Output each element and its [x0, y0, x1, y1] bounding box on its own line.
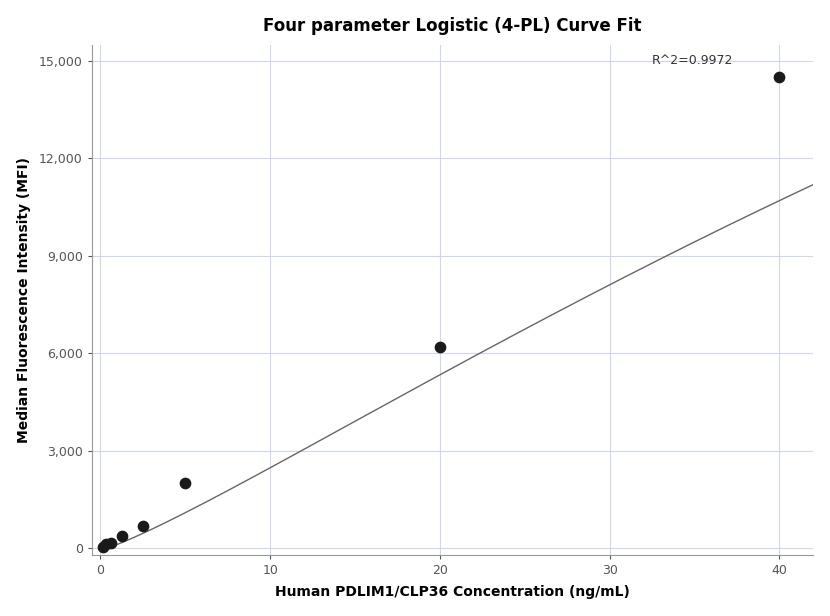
X-axis label: Human PDLIM1/CLP36 Concentration (ng/mL): Human PDLIM1/CLP36 Concentration (ng/mL): [276, 585, 630, 599]
Point: [136, 521, 149, 530]
Text: R^2=0.9972: R^2=0.9972: [652, 54, 734, 67]
Point: [178, 479, 192, 488]
Point: [115, 531, 129, 541]
Point: [433, 342, 447, 352]
Point: [96, 541, 110, 551]
Point: [99, 540, 112, 549]
Point: [773, 72, 786, 82]
Y-axis label: Median Fluorescence Intensity (MFI): Median Fluorescence Intensity (MFI): [17, 156, 31, 443]
Title: Four parameter Logistic (4-PL) Curve Fit: Four parameter Logistic (4-PL) Curve Fit: [263, 17, 642, 34]
Point: [105, 538, 118, 548]
